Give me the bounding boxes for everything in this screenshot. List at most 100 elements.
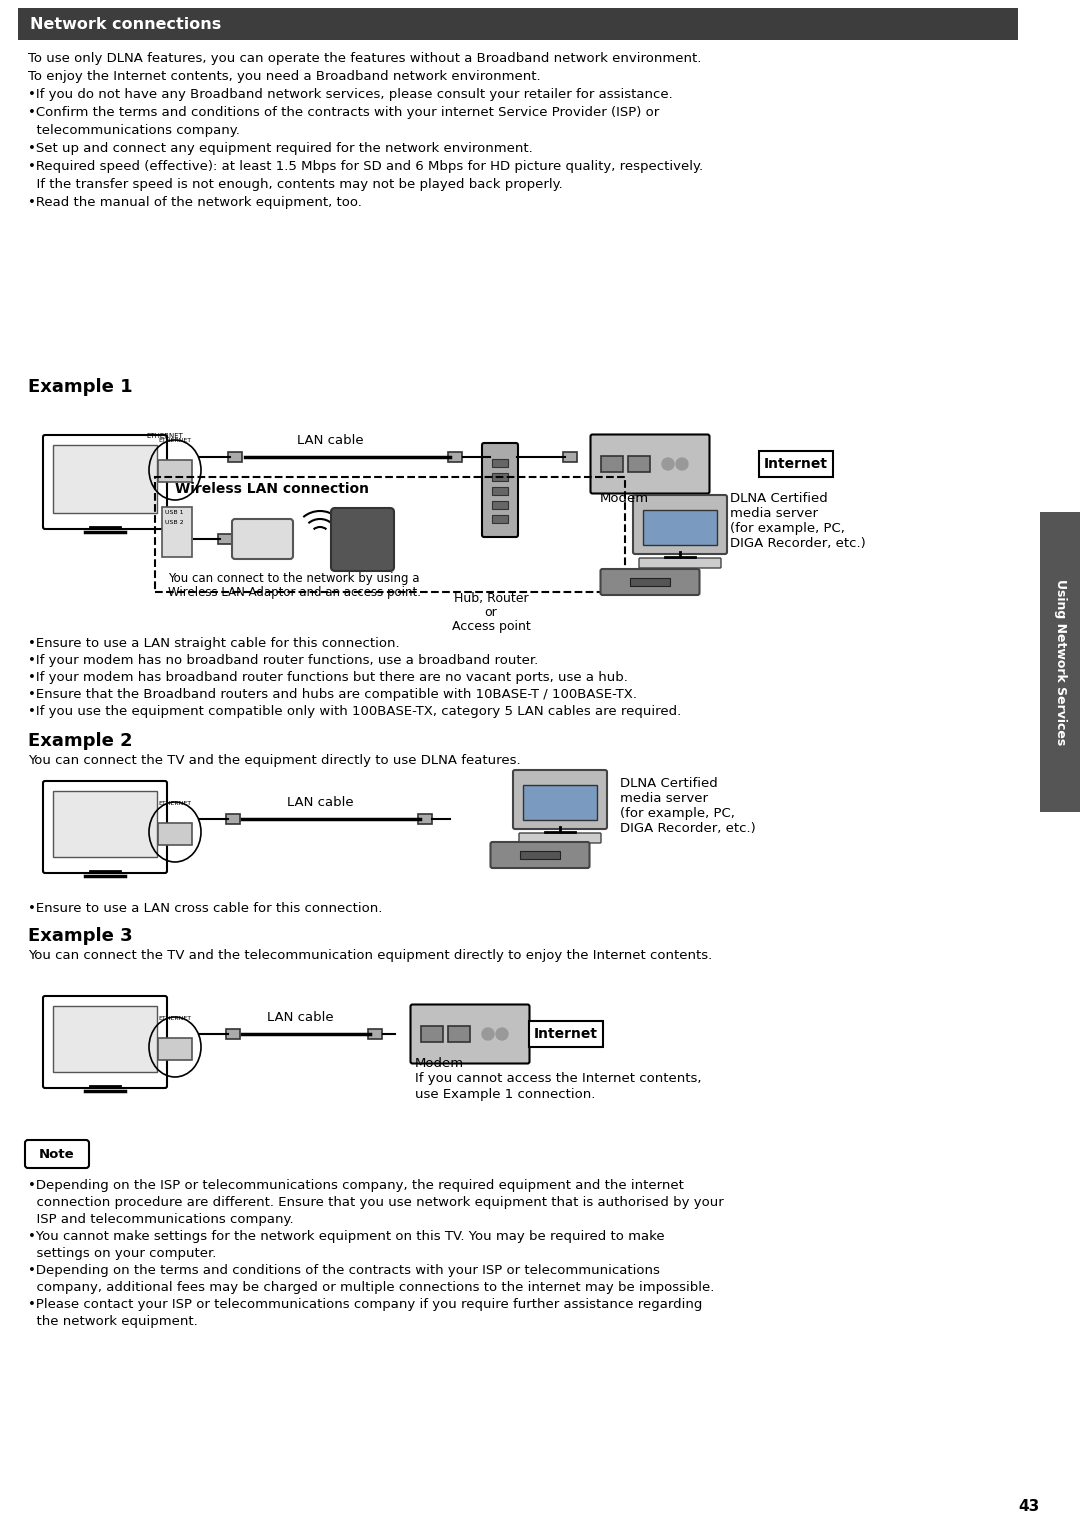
FancyBboxPatch shape — [43, 996, 167, 1088]
Text: DLNA Certified: DLNA Certified — [730, 492, 827, 506]
Text: Access point: Access point — [451, 620, 530, 633]
Bar — [228, 452, 242, 463]
Bar — [523, 784, 597, 820]
Text: •If you use the equipment compatible only with 100BASE-TX, category 5 LAN cables: •If you use the equipment compatible onl… — [28, 705, 681, 719]
FancyBboxPatch shape — [639, 558, 721, 568]
Text: ETHERNET: ETHERNET — [159, 801, 191, 806]
Text: To enjoy the Internet contents, you need a Broadband network environment.: To enjoy the Internet contents, you need… — [28, 70, 541, 83]
Bar — [447, 1026, 470, 1042]
Bar — [156, 476, 625, 591]
FancyBboxPatch shape — [633, 495, 727, 555]
Text: DIGA Recorder, etc.): DIGA Recorder, etc.) — [620, 823, 756, 835]
Text: •Please contact your ISP or telecommunications company if you require further as: •Please contact your ISP or telecommunic… — [28, 1298, 702, 1311]
Bar — [600, 457, 622, 472]
Bar — [218, 535, 232, 544]
Bar — [492, 460, 508, 467]
FancyBboxPatch shape — [232, 519, 293, 559]
Text: You can connect the TV and the equipment directly to use DLNA features.: You can connect the TV and the equipment… — [28, 754, 521, 768]
Text: ETHERNET: ETHERNET — [159, 1016, 191, 1020]
Bar — [1040, 512, 1080, 812]
FancyBboxPatch shape — [410, 1005, 529, 1063]
FancyBboxPatch shape — [490, 843, 590, 869]
FancyBboxPatch shape — [43, 435, 167, 529]
Text: ISP and telecommunications company.: ISP and telecommunications company. — [28, 1213, 294, 1226]
Bar — [492, 473, 508, 481]
Bar — [492, 501, 508, 509]
Text: •If you do not have any Broadband network services, please consult your retailer: •If you do not have any Broadband networ… — [28, 87, 673, 101]
Text: use Example 1 connection.: use Example 1 connection. — [415, 1088, 595, 1102]
Bar — [53, 791, 157, 856]
FancyBboxPatch shape — [529, 1020, 603, 1046]
Bar — [643, 510, 717, 545]
Text: or: or — [485, 607, 498, 619]
Text: To use only DLNA features, you can operate the features without a Broadband netw: To use only DLNA features, you can opera… — [28, 52, 701, 64]
Text: DIGA Recorder, etc.): DIGA Recorder, etc.) — [730, 538, 866, 550]
Bar — [226, 813, 240, 824]
Text: media server: media server — [620, 792, 708, 804]
Text: You can connect the TV and the telecommunication equipment directly to enjoy the: You can connect the TV and the telecommu… — [28, 948, 712, 962]
FancyBboxPatch shape — [25, 1140, 89, 1167]
Bar — [18, 8, 1018, 40]
Text: •Ensure to use a LAN straight cable for this connection.: •Ensure to use a LAN straight cable for … — [28, 637, 400, 650]
Bar — [418, 813, 432, 824]
FancyBboxPatch shape — [591, 435, 710, 493]
Circle shape — [482, 1028, 494, 1040]
Text: ETHERNET: ETHERNET — [147, 434, 184, 440]
Text: telecommunications company.: telecommunications company. — [28, 124, 240, 136]
Text: •Ensure that the Broadband routers and hubs are compatible with 10BASE-T / 100BA: •Ensure that the Broadband routers and h… — [28, 688, 637, 702]
Text: You can connect to the network by using a: You can connect to the network by using … — [168, 571, 419, 585]
Circle shape — [662, 458, 674, 470]
FancyBboxPatch shape — [482, 443, 518, 538]
Text: Modem: Modem — [600, 492, 649, 506]
Text: •Read the manual of the network equipment, too.: •Read the manual of the network equipmen… — [28, 196, 362, 208]
Bar — [448, 452, 462, 463]
FancyBboxPatch shape — [519, 833, 600, 843]
Text: USB 2: USB 2 — [165, 519, 184, 525]
Bar — [162, 507, 192, 558]
Bar — [158, 1039, 192, 1060]
FancyBboxPatch shape — [600, 568, 700, 594]
Text: If you cannot access the Internet contents,: If you cannot access the Internet conten… — [415, 1072, 702, 1085]
Text: •Ensure to use a LAN cross cable for this connection.: •Ensure to use a LAN cross cable for thi… — [28, 902, 382, 915]
FancyBboxPatch shape — [759, 450, 833, 476]
Text: LAN cable: LAN cable — [267, 1011, 334, 1023]
Text: Internet: Internet — [764, 457, 828, 470]
Circle shape — [496, 1028, 508, 1040]
Bar — [53, 1007, 157, 1072]
Bar — [563, 452, 577, 463]
Text: •If your modem has broadband router functions but there are no vacant ports, use: •If your modem has broadband router func… — [28, 671, 627, 683]
Bar — [420, 1026, 443, 1042]
Text: Modem: Modem — [415, 1057, 464, 1069]
Text: DLNA Certified: DLNA Certified — [620, 777, 718, 791]
Text: •Set up and connect any equipment required for the network environment.: •Set up and connect any equipment requir… — [28, 142, 532, 155]
Text: Network connections: Network connections — [30, 17, 221, 32]
Text: connection procedure are different. Ensure that you use network equipment that i: connection procedure are different. Ensu… — [28, 1196, 724, 1209]
FancyBboxPatch shape — [43, 781, 167, 873]
Bar — [53, 444, 157, 513]
FancyBboxPatch shape — [513, 771, 607, 829]
Text: •Confirm the terms and conditions of the contracts with your internet Service Pr: •Confirm the terms and conditions of the… — [28, 106, 659, 119]
Text: Example 2: Example 2 — [28, 732, 133, 751]
Text: •Depending on the ISP or telecommunications company, the required equipment and : •Depending on the ISP or telecommunicati… — [28, 1180, 684, 1192]
Text: media server: media server — [730, 507, 818, 519]
FancyBboxPatch shape — [330, 509, 394, 571]
Bar — [492, 487, 508, 495]
Circle shape — [676, 458, 688, 470]
Text: settings on your computer.: settings on your computer. — [28, 1247, 216, 1259]
Text: (for example, PC,: (for example, PC, — [730, 522, 845, 535]
Bar — [492, 515, 508, 522]
Bar — [226, 1030, 240, 1039]
Bar — [368, 1030, 382, 1039]
Text: Note: Note — [39, 1149, 75, 1161]
Text: USB 1: USB 1 — [165, 510, 184, 515]
Text: If the transfer speed is not enough, contents may not be played back properly.: If the transfer speed is not enough, con… — [28, 178, 563, 192]
Text: Wireless LAN connection: Wireless LAN connection — [175, 483, 369, 496]
Text: •Required speed (effective): at least 1.5 Mbps for SD and 6 Mbps for HD picture : •Required speed (effective): at least 1.… — [28, 159, 703, 173]
Text: the network equipment.: the network equipment. — [28, 1314, 198, 1328]
Text: •Depending on the terms and conditions of the contracts with your ISP or telecom: •Depending on the terms and conditions o… — [28, 1264, 660, 1278]
Bar — [158, 823, 192, 846]
Text: LAN cable: LAN cable — [286, 797, 353, 809]
Text: •You cannot make settings for the network equipment on this TV. You may be requi: •You cannot make settings for the networ… — [28, 1230, 664, 1242]
Bar — [627, 457, 649, 472]
Text: Using Network Services: Using Network Services — [1053, 579, 1067, 745]
